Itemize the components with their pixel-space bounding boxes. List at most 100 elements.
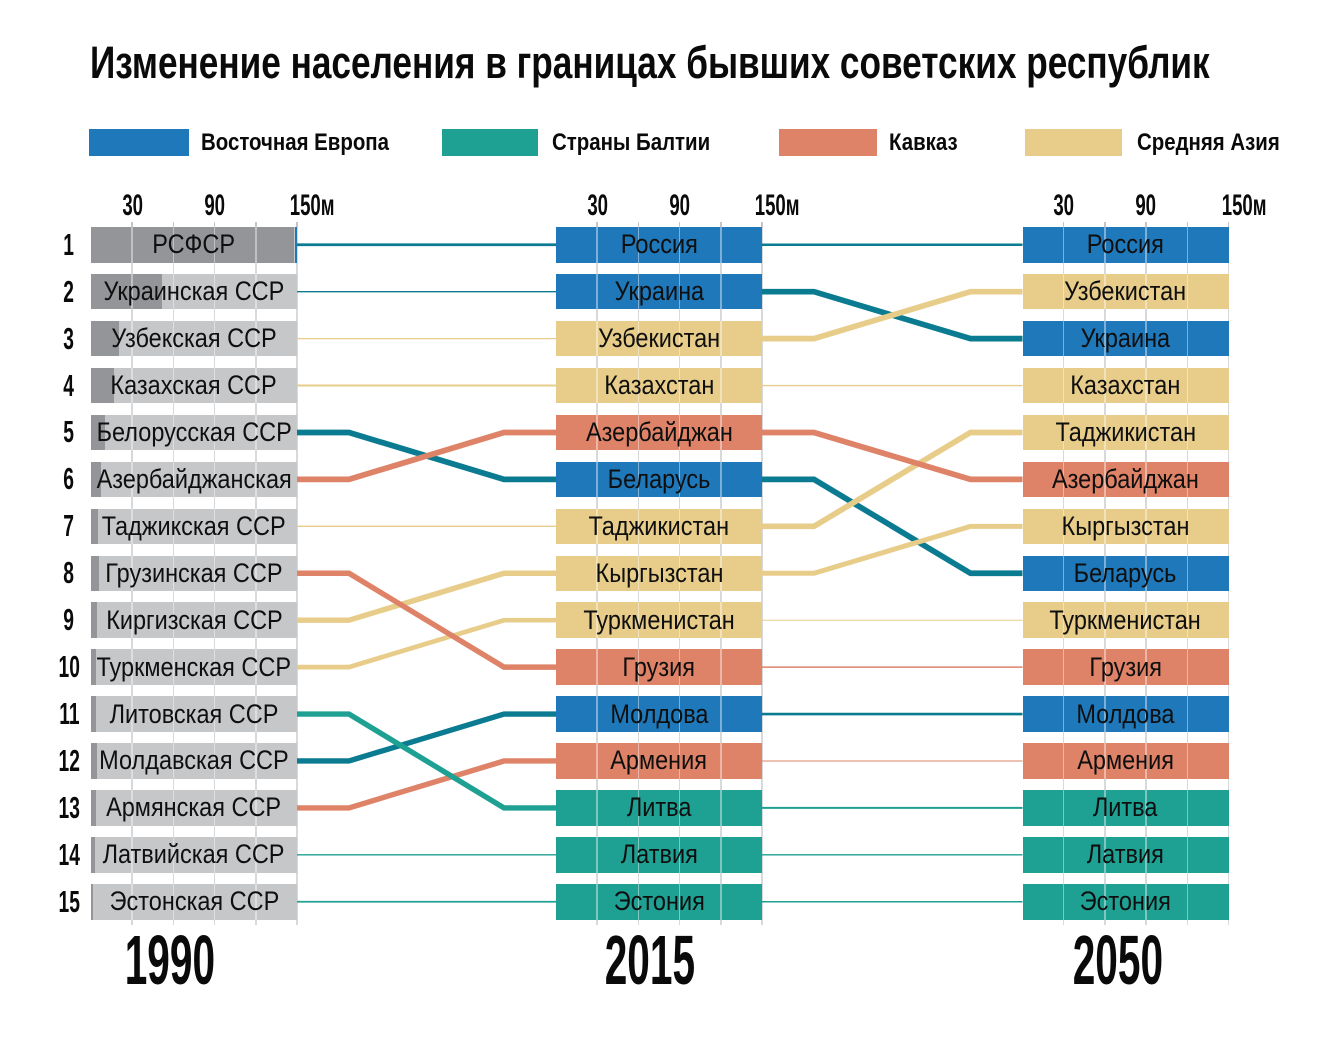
bar-gridline-overlay xyxy=(1062,884,1065,920)
bar-2050-rank12: Армения xyxy=(1022,743,1229,779)
bar-gridline-overlay xyxy=(1062,508,1065,545)
bar-gridline-overlay xyxy=(596,461,598,498)
bar-label-text: Беларусь xyxy=(1074,557,1177,588)
bar-label-text: Эстония xyxy=(613,886,705,917)
axis-tick-1990-60 xyxy=(172,221,175,227)
bar-label-text: Литва xyxy=(626,792,692,823)
bar-gridline-overlay xyxy=(1186,743,1189,779)
bar-gridline-overlay xyxy=(131,555,133,591)
bar-gridline-overlay xyxy=(678,696,681,732)
bar-gridline-overlay xyxy=(596,837,598,873)
bar-label-1990-rank2: Украинская ССР xyxy=(91,274,297,310)
bar-value-1990-rank5 xyxy=(91,414,105,451)
bar-label-2015-rank11: Молдова xyxy=(556,696,762,732)
bar-gridline-overlay xyxy=(131,696,133,732)
link-Литва-1990-2015 xyxy=(297,711,556,811)
bar-gridline-overlay xyxy=(255,602,257,638)
rank-number-4: 4 xyxy=(29,368,109,404)
bar-label-2015-rank13: Литва xyxy=(556,790,762,826)
bar-label-2015-rank15: Эстония xyxy=(556,884,762,920)
legend-label-text: Кавказ xyxy=(889,128,958,156)
bar-gridline-overlay xyxy=(596,884,598,920)
rank-number-9: 9 xyxy=(29,602,109,638)
bar-gridline-overlay xyxy=(172,555,175,591)
bar-gridline-overlay xyxy=(1104,790,1106,826)
bar-2015-rank1: Россия xyxy=(556,227,762,263)
rank-number-6: 6 xyxy=(29,461,109,498)
bar-1990-rank11: Литовская ССР xyxy=(91,696,297,732)
bar-label-2015-rank8: Кыргызстан xyxy=(556,556,762,592)
axis-tick-2050-120 xyxy=(1186,221,1189,227)
bar-1990-rank8: Грузинская ССР xyxy=(91,555,297,591)
bar-gridline-overlay xyxy=(637,320,640,357)
bar-gridline-overlay xyxy=(1145,555,1147,591)
axis-tick-2050-90 xyxy=(1145,221,1147,227)
rank-number-1: 1 xyxy=(29,227,109,263)
bar-gridline-overlay xyxy=(1104,649,1106,685)
bar-label-1990-rank13: Армянская ССР xyxy=(91,790,297,826)
bar-gridline-overlay xyxy=(1186,414,1189,451)
bar-gridline-overlay xyxy=(678,273,681,310)
axis-label-2050-90: 90 xyxy=(1086,189,1206,223)
bar-gridline-overlay xyxy=(172,367,175,404)
year-label-2050: 2050 xyxy=(968,920,1268,1000)
bar-2015-rank5: Азербайджан xyxy=(556,414,762,451)
bar-gridline-overlay xyxy=(1062,367,1065,404)
bar-label-text: Украина xyxy=(614,276,704,307)
bar-gridline-overlay xyxy=(213,837,216,873)
rank-number-12: 12 xyxy=(29,743,109,779)
bar-gridline-overlay xyxy=(1186,320,1189,357)
region-edge-marker-1990-rank1 xyxy=(294,227,297,263)
bar-gridline-overlay xyxy=(213,555,216,591)
link-Кыргызстан-1990-2015 xyxy=(297,570,556,623)
bar-1990-rank6: Азербайджанская xyxy=(91,461,297,498)
bar-gridline-overlay xyxy=(596,696,598,732)
bar-gridline-overlay xyxy=(213,227,216,263)
legend-swatch-eastern_europe xyxy=(89,129,189,156)
bar-gridline-overlay xyxy=(596,414,598,451)
bar-gridline-overlay xyxy=(213,884,216,920)
axis-label-2050-150: 150м xyxy=(1184,189,1304,223)
bar-gridline-overlay xyxy=(678,884,681,920)
bar-gridline-overlay xyxy=(131,367,133,404)
bar-label-text: Туркменская ССР xyxy=(96,651,292,682)
rank-number-text: 4 xyxy=(63,367,75,403)
bar-gridline-overlay xyxy=(637,837,640,873)
bar-label-text: Казахская ССР xyxy=(110,370,278,401)
rank-number-13: 13 xyxy=(29,790,109,826)
legend-label-caucasus: Кавказ xyxy=(889,129,970,156)
bar-2015-rank13: Литва xyxy=(556,790,762,826)
bar-value-1990-rank12 xyxy=(91,743,98,779)
bar-label-text: Молдова xyxy=(1076,698,1175,729)
axis-tick-2050-60 xyxy=(1104,221,1106,227)
bar-gridline-overlay xyxy=(1186,696,1189,732)
bar-gridline-overlay xyxy=(678,320,681,357)
bar-value-1990-rank13 xyxy=(91,790,96,826)
bar-label-2050-rank7: Кыргызстан xyxy=(1023,509,1229,545)
bar-label-text: Молдавская ССР xyxy=(99,745,289,776)
bar-gridline-overlay xyxy=(1145,227,1147,263)
bar-gridline-overlay xyxy=(637,273,640,310)
bar-gridline-overlay xyxy=(720,884,722,920)
bar-gridline-overlay xyxy=(637,367,640,404)
bar-1990-rank7: Таджикская ССР xyxy=(91,508,297,545)
bar-label-text: Киргизская ССР xyxy=(105,604,283,635)
bar-1990-rank9: Киргизская ССР xyxy=(91,602,297,638)
bar-gridline-overlay xyxy=(213,743,216,779)
bar-gridline-overlay xyxy=(596,367,598,404)
bar-gridline-overlay xyxy=(255,273,257,310)
bar-gridline-overlay xyxy=(255,743,257,779)
bar-gridline-overlay xyxy=(720,555,722,591)
bar-value-1990-rank3 xyxy=(91,320,120,357)
axis-label-2015-90: 90 xyxy=(620,189,740,223)
bar-gridline-overlay xyxy=(596,273,598,310)
bar-value-1990-rank1 xyxy=(91,227,294,263)
bar-gridline-overlay xyxy=(1104,414,1106,451)
bar-value-1990-rank2 xyxy=(91,273,163,310)
bar-gridline-overlay xyxy=(678,837,681,873)
bar-label-2050-rank12: Армения xyxy=(1023,743,1229,779)
rank-number-11: 11 xyxy=(29,696,109,732)
bar-gridline-overlay xyxy=(1104,555,1106,591)
bar-label-2050-rank10: Грузия xyxy=(1023,649,1229,685)
bar-label-2015-rank14: Латвия xyxy=(556,837,762,873)
